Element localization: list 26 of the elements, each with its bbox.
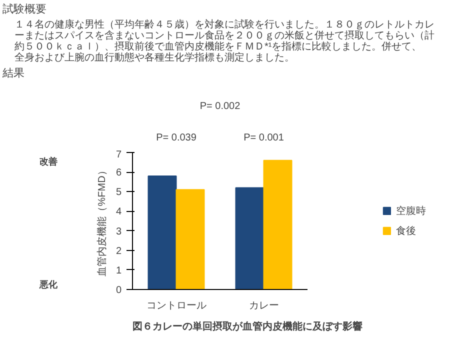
- text: 改善: [40, 156, 58, 167]
- caption: 図６カレーの単回摂取が血管内皮機能に及ぼす影響: [132, 320, 362, 332]
- text: P= 0.002: [200, 101, 241, 112]
- y-tick-label: 3: [116, 226, 122, 238]
- x-tick-label: コントロール: [146, 300, 206, 312]
- text: 悪化: [38, 280, 58, 290]
- legend-label: 空腹時: [396, 204, 426, 218]
- chart-subtitle: １４名の健康な男性（平均年齢４５歳）を対象に試験を行いました。１８０ｇのレトルトカレーまたはスパイスを含まないコントロール食品を２００ｇの米飯と併せて摂取してもらい（計約５００ｋｃａｌ）、摂取前後で血管内皮機能をＦＭＤ*¹を指標に比較しました。併せて、全身および上腕の血行動態や各種生化学指標も測定しました。: [14, 18, 434, 64]
- x-tick-label: カレー: [248, 300, 279, 312]
- y-tick-label: 4: [116, 206, 122, 218]
- y-tick-label: 7: [116, 150, 122, 160]
- text: P= 0.001: [244, 132, 284, 144]
- y-tick-label: 6: [116, 168, 122, 179]
- y-tick-label: 0: [116, 285, 122, 296]
- y-tick-label: 5: [116, 187, 122, 198]
- text: 試験概要: [2, 2, 46, 16]
- y-tick-label: 1: [116, 265, 122, 276]
- text: 結果: [2, 68, 24, 80]
- text: P= 0.039: [156, 132, 197, 144]
- bar: [176, 189, 205, 290]
- bar: [148, 175, 177, 290]
- bar: [235, 187, 264, 290]
- y-tick-label: 2: [116, 246, 122, 257]
- bar: [263, 160, 292, 290]
- legend-label: 食後: [396, 224, 416, 238]
- y-axis-title: 血管内皮機能（%FMD）: [96, 166, 108, 276]
